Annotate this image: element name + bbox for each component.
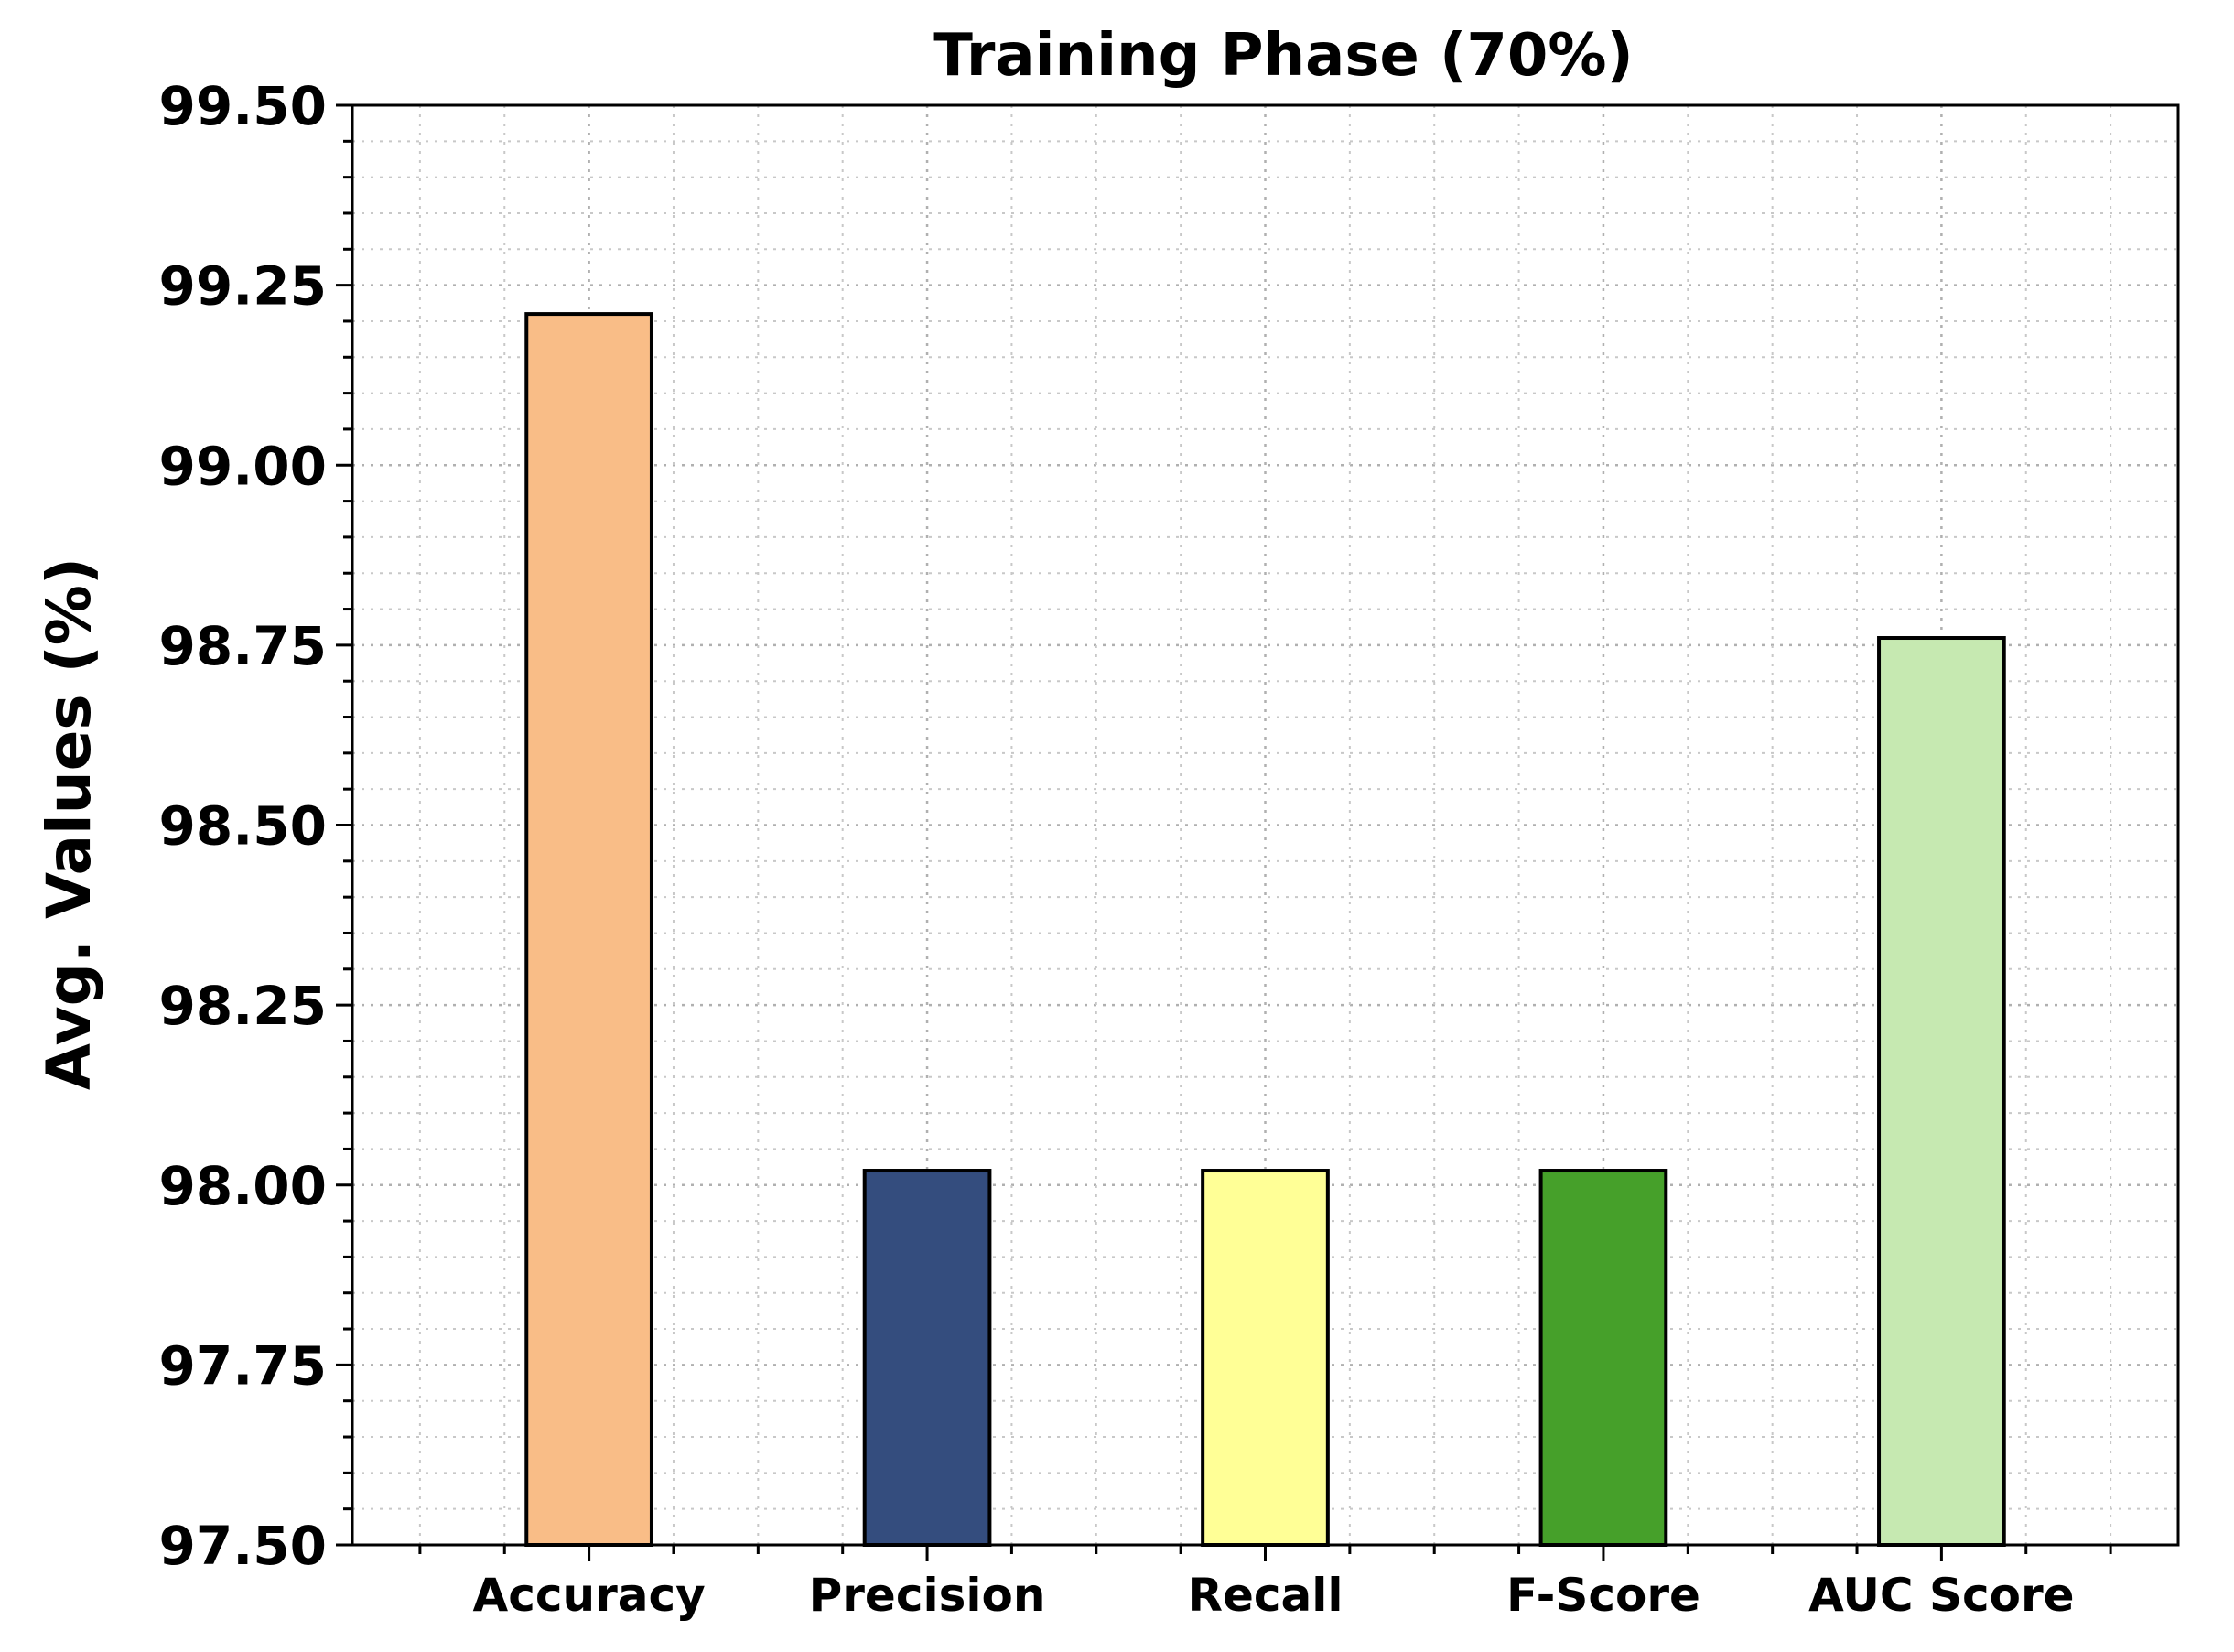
y-tick-label: 98.50 <box>159 795 327 858</box>
y-tick-label: 97.75 <box>159 1334 327 1397</box>
bar-accuracy <box>524 312 653 1548</box>
y-tick-label: 98.25 <box>159 975 327 1037</box>
x-tick-label: Recall <box>1187 1569 1343 1622</box>
axis-ticks <box>336 103 2112 1561</box>
bars <box>524 312 2006 1548</box>
y-axis-label: Avg. Values (%) <box>34 557 104 1090</box>
bar-f-score <box>1538 1169 1668 1548</box>
y-tick-label: 97.50 <box>159 1515 327 1577</box>
chart-title: Training Phase (70%) <box>933 22 1634 90</box>
y-tick-label: 99.00 <box>159 435 327 497</box>
y-tick-label: 99.50 <box>159 75 327 137</box>
y-tick-label: 98.00 <box>159 1155 327 1217</box>
y-tick-label: 99.25 <box>159 255 327 318</box>
grid-lines <box>352 105 2178 1545</box>
bar-precision <box>862 1169 992 1548</box>
bar-recall <box>1201 1169 1330 1548</box>
x-tick-label: Precision <box>809 1569 1046 1622</box>
tick-labels: 97.50 97.75 98.00 98.25 98.50 98.75 99.00 99.25… <box>159 75 2075 1622</box>
x-tick-label: F-Score <box>1506 1569 1700 1622</box>
x-tick-label: AUC Score <box>1808 1569 2074 1622</box>
x-tick-label: Accuracy <box>473 1569 706 1622</box>
y-tick-label: 98.75 <box>159 615 327 677</box>
bar-auc-score <box>1877 636 2006 1547</box>
